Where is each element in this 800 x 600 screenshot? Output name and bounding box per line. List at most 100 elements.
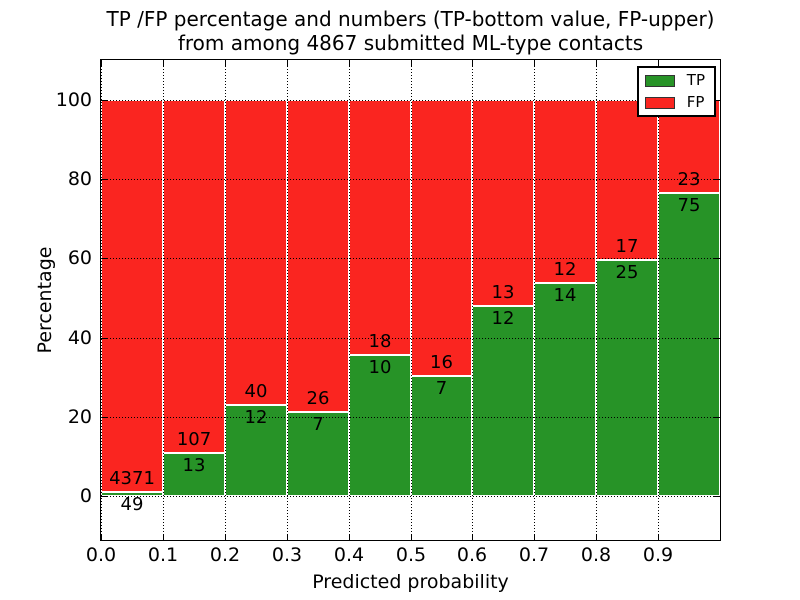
y-tick xyxy=(714,258,720,259)
fp-bar-segment xyxy=(411,100,472,376)
y-tick xyxy=(714,179,720,180)
x-tick xyxy=(596,60,597,66)
x-tick-label: 0.0 xyxy=(85,544,117,566)
v-gridline xyxy=(287,60,288,540)
h-gridline xyxy=(101,338,720,339)
y-tick xyxy=(101,496,107,497)
tp-count-label: 12 xyxy=(244,407,268,428)
fp-count-label: 17 xyxy=(615,236,639,257)
y-tick xyxy=(101,258,107,259)
v-gridline xyxy=(596,60,597,540)
legend-item-tp: TP xyxy=(644,71,705,89)
chart-title-line1: TP /FP percentage and numbers (TP-bottom… xyxy=(106,7,715,31)
x-tick xyxy=(534,60,535,66)
y-tick-label: 100 xyxy=(55,89,92,111)
x-tick xyxy=(287,60,288,66)
fp-bar-segment xyxy=(101,100,163,492)
fp-bar-segment xyxy=(287,100,349,412)
tp-count-label: 49 xyxy=(120,494,144,515)
x-tick xyxy=(596,534,597,540)
v-gridline xyxy=(658,60,659,540)
tp-bar-segment xyxy=(596,260,658,496)
x-tick xyxy=(658,60,659,66)
fp-count-label: 40 xyxy=(244,381,268,402)
x-tick xyxy=(472,60,473,66)
h-gridline xyxy=(101,496,720,497)
y-tick xyxy=(714,338,720,339)
y-tick-label: 80 xyxy=(67,168,92,190)
legend: TP FP xyxy=(636,66,716,117)
tp-bar-segment xyxy=(472,306,534,496)
x-tick xyxy=(411,60,412,66)
tp-count-label: 25 xyxy=(615,262,639,283)
x-tick xyxy=(472,534,473,540)
chart-title-line2: from among 4867 submitted ML-type contac… xyxy=(177,31,644,55)
fp-count-label: 107 xyxy=(176,429,212,450)
plot-area: TP FP 4371 49 107 13 40 12 26 7 18 10 16 7 13 12 12 14 1… xyxy=(100,59,721,541)
fp-count-label: 16 xyxy=(430,352,453,373)
y-tick-label: 60 xyxy=(67,247,92,269)
v-gridline xyxy=(349,60,350,540)
x-tick xyxy=(163,534,164,540)
fp-bar-segment xyxy=(472,100,534,306)
h-gridline xyxy=(101,258,720,259)
legend-label-tp: TP xyxy=(686,71,705,89)
legend-swatch-fp xyxy=(644,96,675,109)
x-tick xyxy=(534,534,535,540)
fp-count-label: 26 xyxy=(306,388,330,409)
fp-bar-segment xyxy=(349,100,411,355)
legend-item-fp: FP xyxy=(644,93,705,111)
tp-count-label: 10 xyxy=(368,357,392,378)
x-axis-label: Predicted probability xyxy=(312,571,509,593)
x-tick-label: 0.1 xyxy=(147,544,179,566)
x-tick xyxy=(411,534,412,540)
h-gridline xyxy=(101,100,720,101)
x-tick xyxy=(349,534,350,540)
x-tick xyxy=(349,60,350,66)
tp-count-label: 75 xyxy=(677,195,701,216)
fp-count-label: 18 xyxy=(368,331,392,352)
v-gridline xyxy=(163,60,164,540)
fp-bar-segment xyxy=(534,100,596,283)
fp-bar-segment xyxy=(163,100,225,453)
y-tick-label: 40 xyxy=(67,327,92,349)
x-tick-label: 0.8 xyxy=(580,544,612,566)
x-tick-label: 0.5 xyxy=(395,544,427,566)
y-tick xyxy=(101,100,107,101)
y-tick xyxy=(101,179,107,180)
x-tick xyxy=(101,60,102,66)
v-gridline xyxy=(225,60,226,540)
v-gridline xyxy=(534,60,535,540)
v-gridline xyxy=(472,60,473,540)
tp-bar-segment xyxy=(658,193,720,496)
fp-count-label: 4371 xyxy=(109,468,155,489)
x-tick xyxy=(163,60,164,66)
x-tick-label: 0.2 xyxy=(209,544,241,566)
v-gridline xyxy=(411,60,412,540)
tp-bar-segment xyxy=(225,405,287,496)
legend-swatch-tp xyxy=(644,74,675,87)
tp-count-label: 7 xyxy=(435,378,448,399)
tp-bar-segment xyxy=(287,412,349,496)
y-tick-label: 0 xyxy=(79,485,92,507)
tp-bar-segment xyxy=(534,283,596,496)
fp-count-label: 12 xyxy=(553,259,577,280)
y-tick xyxy=(714,100,720,101)
y-tick-label: 20 xyxy=(67,406,92,428)
y-tick xyxy=(101,338,107,339)
tp-bar-segment xyxy=(163,453,225,496)
h-gridline xyxy=(101,417,720,418)
tp-count-label: 14 xyxy=(553,285,577,306)
fp-bar-segment xyxy=(225,100,287,405)
tp-count-label: 12 xyxy=(491,308,515,329)
x-tick xyxy=(287,534,288,540)
x-tick-label: 0.3 xyxy=(271,544,303,566)
chart-title: TP /FP percentage and numbers (TP-bottom… xyxy=(101,7,720,55)
x-tick-label: 0.9 xyxy=(642,544,674,566)
tp-count-label: 7 xyxy=(312,414,324,435)
legend-label-fp: FP xyxy=(686,93,705,111)
tp-count-label: 13 xyxy=(182,455,206,476)
x-tick-label: 0.6 xyxy=(456,544,488,566)
x-tick xyxy=(658,534,659,540)
